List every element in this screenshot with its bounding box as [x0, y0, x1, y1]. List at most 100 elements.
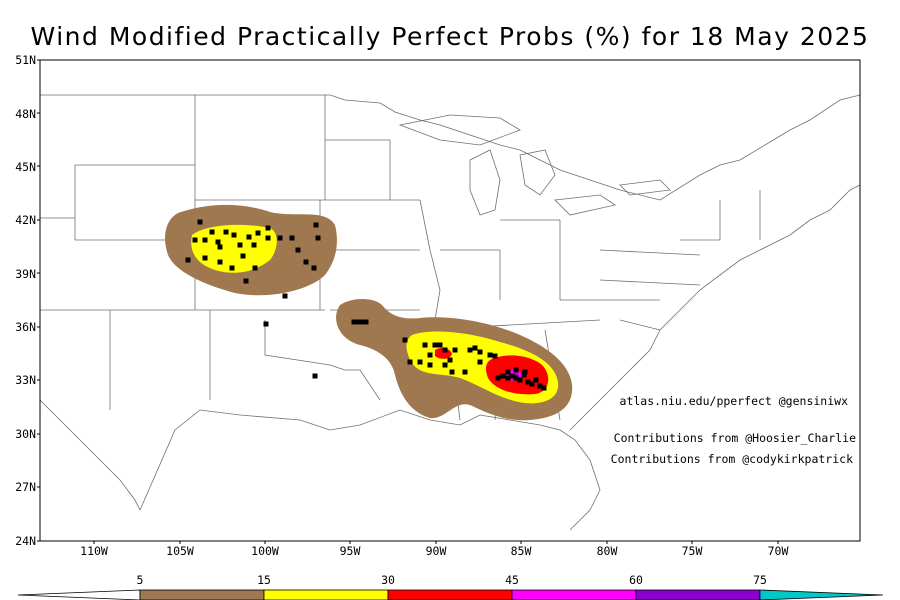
storm-report-marker — [495, 375, 501, 381]
legend-30-45 — [387, 589, 513, 600]
lon-axis: 110W 105W 100W 95W 90W 85W 80W 75W 70W — [80, 541, 788, 558]
storm-report-marker — [231, 232, 237, 238]
lat-tick-45N: 45N — [15, 160, 36, 174]
storm-report-marker — [246, 234, 252, 240]
legend-label-30: 30 — [381, 573, 395, 587]
legend-above-75 — [759, 589, 884, 600]
storm-report-marker — [477, 359, 483, 365]
lon-tick-70W: 70W — [768, 544, 789, 558]
storm-report-marker — [215, 239, 221, 245]
lat-tick-42N: 42N — [15, 213, 36, 227]
lon-tick-75W: 75W — [682, 544, 703, 558]
lon-tick-100W: 100W — [251, 544, 279, 558]
lon-tick-85W: 85W — [511, 544, 532, 558]
storm-report-marker — [277, 235, 283, 241]
storm-report-marker — [311, 265, 317, 271]
storm-report-marker — [487, 352, 493, 358]
storm-report-marker — [427, 362, 433, 368]
storm-report-marker — [492, 353, 498, 359]
legend-label-5: 5 — [137, 573, 144, 587]
lon-tick-110W: 110W — [80, 544, 108, 558]
storm-report-marker — [312, 373, 318, 379]
storm-report-marker — [313, 222, 319, 228]
storm-report-marker — [240, 253, 246, 259]
storm-report-marker — [359, 319, 365, 325]
storm-report-marker — [467, 347, 473, 353]
storm-report-marker — [265, 235, 271, 241]
legend-label-60: 60 — [629, 573, 643, 587]
storm-report-marker — [477, 349, 483, 355]
storm-report-marker — [402, 337, 408, 343]
storm-report-marker — [472, 345, 478, 351]
storm-report-marker — [295, 247, 301, 253]
storm-report-marker — [315, 235, 321, 241]
color-legend: 5 15 30 45 60 75 — [17, 573, 884, 600]
storm-report-marker — [447, 357, 453, 363]
storm-report-marker — [509, 373, 515, 379]
storm-report-marker — [185, 257, 191, 263]
legend-label-75: 75 — [753, 573, 767, 587]
storm-report-marker — [265, 225, 271, 231]
storm-report-marker — [422, 342, 428, 348]
lat-tick-33N: 33N — [15, 373, 36, 387]
lon-tick-90W: 90W — [426, 544, 447, 558]
storm-report-marker — [303, 259, 309, 265]
storm-report-marker — [282, 293, 288, 299]
lat-tick-39N: 39N — [15, 267, 36, 281]
storm-report-marker — [513, 367, 519, 373]
storm-report-marker — [229, 265, 235, 271]
storm-report-marker — [442, 347, 448, 353]
lat-tick-36N: 36N — [15, 320, 36, 334]
storm-report-marker — [462, 369, 468, 375]
storm-report-marker — [217, 244, 223, 250]
storm-report-marker — [529, 381, 535, 387]
legend-60-75 — [635, 589, 761, 600]
storm-report-marker — [442, 362, 448, 368]
storm-report-marker — [505, 375, 511, 381]
storm-report-marker — [251, 242, 257, 248]
storm-report-marker — [237, 242, 243, 248]
legend-label-45: 45 — [505, 573, 519, 587]
storm-report-marker — [525, 379, 531, 385]
storm-report-marker — [192, 237, 198, 243]
storm-report-marker — [289, 235, 295, 241]
storm-report-marker — [252, 265, 258, 271]
storm-report-marker — [452, 347, 458, 353]
storm-report-marker — [522, 369, 528, 375]
storm-report-marker — [521, 372, 527, 378]
lat-tick-48N: 48N — [15, 107, 36, 121]
credits-contrib-1: Contributions from @Hoosier_Charlie — [614, 431, 856, 445]
storm-report-marker — [202, 255, 208, 261]
legend-label-15: 15 — [257, 573, 271, 587]
lon-tick-105W: 105W — [166, 544, 194, 558]
map-background — [40, 60, 860, 541]
storm-report-marker — [513, 375, 519, 381]
storm-report-marker — [407, 359, 413, 365]
storm-report-marker — [437, 342, 443, 348]
credits-contrib-2: Contributions from @codykirkpatrick — [611, 452, 853, 466]
storm-report-marker — [351, 319, 357, 325]
storm-report-marker — [209, 229, 215, 235]
storm-report-marker — [505, 369, 511, 375]
lat-tick-27N: 27N — [15, 480, 36, 494]
lat-tick-51N: 51N — [15, 53, 36, 67]
storm-report-marker — [427, 352, 433, 358]
map-title: Wind Modified Practically Perfect Probs … — [30, 22, 870, 51]
lat-tick-30N: 30N — [15, 427, 36, 441]
prob-15-plains — [191, 224, 277, 273]
legend-below-5 — [17, 589, 141, 600]
storm-report-marker — [449, 369, 455, 375]
storm-report-marker — [255, 230, 261, 236]
lon-tick-95W: 95W — [340, 544, 361, 558]
legend-45-60 — [511, 589, 637, 600]
prob-area-plains — [165, 204, 337, 296]
prob-30-southeast-small — [435, 347, 452, 359]
storm-report-marker — [202, 237, 208, 243]
lat-tick-24N: 24N — [15, 534, 36, 548]
lat-axis: 51N 48N 45N 42N 39N 36N 33N 30N 27N 24N — [15, 53, 40, 548]
credits-site: atlas.niu.edu/pperfect @gensiniwx — [620, 394, 849, 408]
storm-report-marker — [517, 377, 523, 383]
storm-reports — [185, 219, 547, 391]
storm-report-marker — [197, 219, 203, 225]
